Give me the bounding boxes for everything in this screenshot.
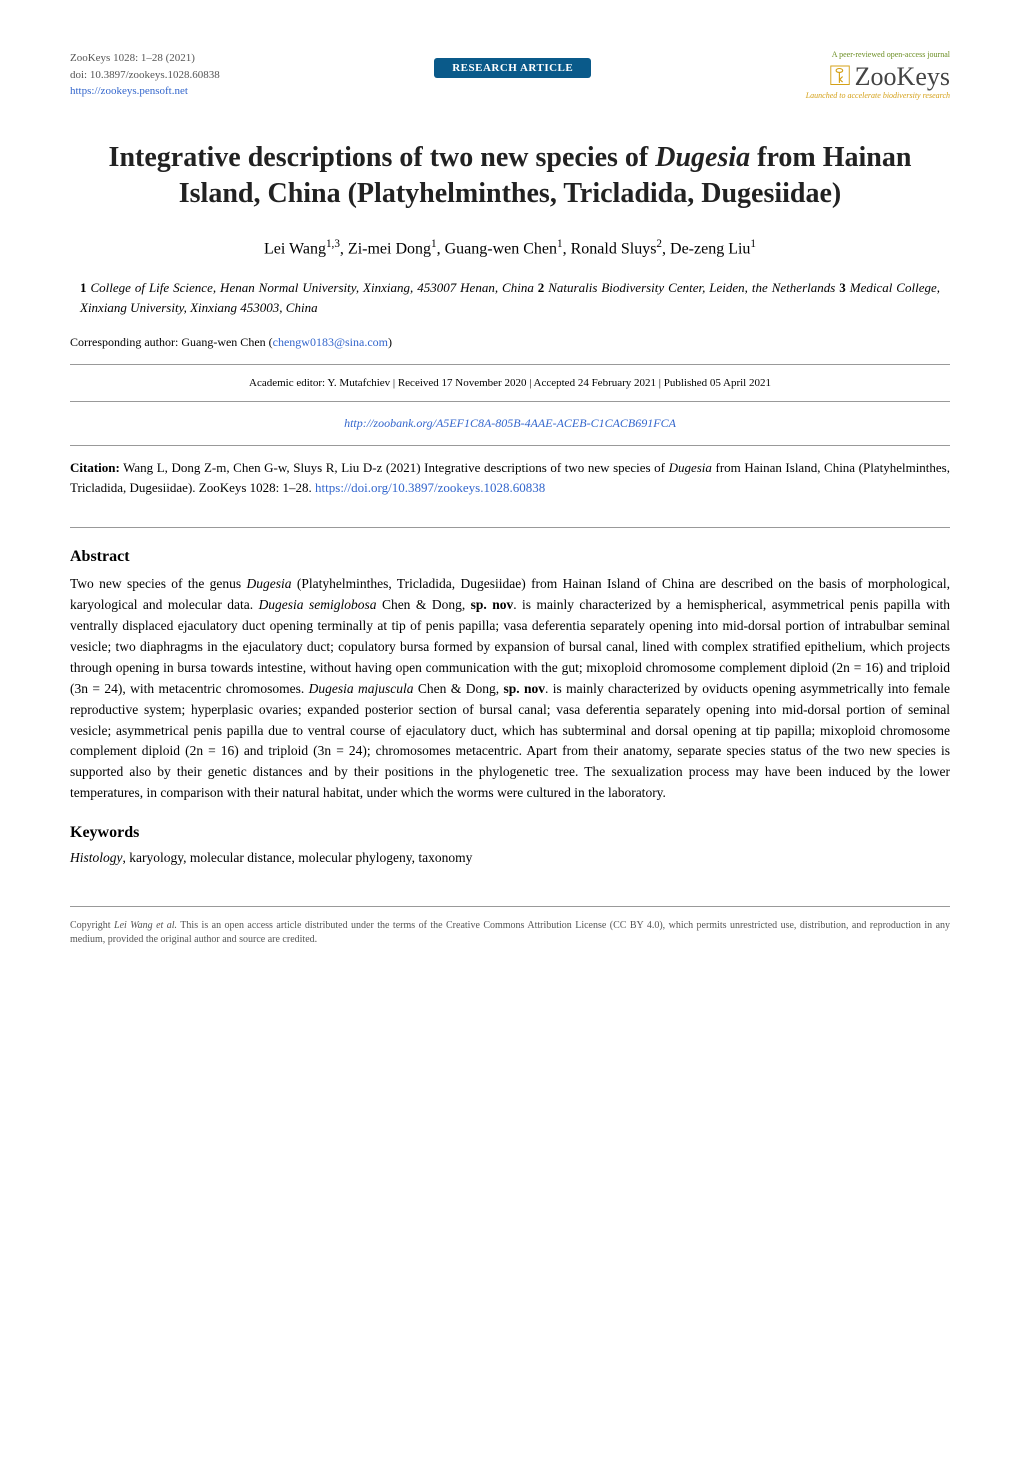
divider — [70, 364, 950, 365]
corresponding-email[interactable]: chengw0183@sina.com — [273, 335, 388, 349]
corresponding-label: Corresponding author: — [70, 335, 178, 349]
doi-line: doi: 10.3897/zookeys.1028.60838 — [70, 67, 220, 84]
journal-meta: ZooKeys 1028: 1–28 (2021) doi: 10.3897/z… — [70, 50, 220, 100]
corresponding-author: Corresponding author: Guang-wen Chen (ch… — [70, 335, 950, 350]
article-title: Integrative descriptions of two new spec… — [90, 140, 930, 213]
citation: Citation: Wang L, Dong Z-m, Chen G-w, Sl… — [70, 458, 950, 497]
divider — [70, 527, 950, 528]
keywords-text: Histology, karyology, molecular distance… — [70, 850, 950, 866]
open-access-label: A peer-reviewed open-access journal — [806, 50, 950, 59]
journal-logo: ⚿ ZooKeys — [806, 61, 950, 93]
keywords-heading: Keywords — [70, 824, 950, 842]
zoobank-link[interactable]: http://zoobank.org/A5EF1C8A-805B-4AAE-AC… — [344, 416, 676, 430]
zoobank-line: http://zoobank.org/A5EF1C8A-805B-4AAE-AC… — [70, 410, 950, 437]
corresponding-name: Guang-wen Chen — [181, 335, 265, 349]
divider — [70, 401, 950, 402]
journal-url[interactable]: https://zookeys.pensoft.net — [70, 85, 188, 97]
abstract-heading: Abstract — [70, 548, 950, 566]
logo-tagline: Launched to accelerate biodiversity rese… — [806, 91, 950, 100]
editorial-dates: Academic editor: Y. Mutafchiev | Receive… — [70, 373, 950, 393]
affiliations: 1 College of Life Science, Henan Normal … — [80, 278, 940, 317]
abstract-text: Two new species of the genus Dugesia (Pl… — [70, 574, 950, 804]
logo-block: A peer-reviewed open-access journal ⚿ Zo… — [806, 50, 950, 100]
key-icon: ⚿ — [829, 61, 850, 93]
page-header: ZooKeys 1028: 1–28 (2021) doi: 10.3897/z… — [70, 50, 950, 100]
copyright-footer: Copyright Lei Wang et al. This is an ope… — [70, 906, 950, 947]
logo-text: ZooKeys — [855, 62, 950, 92]
journal-issue: ZooKeys 1028: 1–28 (2021) — [70, 50, 220, 67]
author-list: Lei Wang1,3, Zi-mei Dong1, Guang-wen Che… — [70, 238, 950, 258]
divider — [70, 445, 950, 446]
research-article-badge: RESEARCH ARTICLE — [434, 58, 591, 78]
